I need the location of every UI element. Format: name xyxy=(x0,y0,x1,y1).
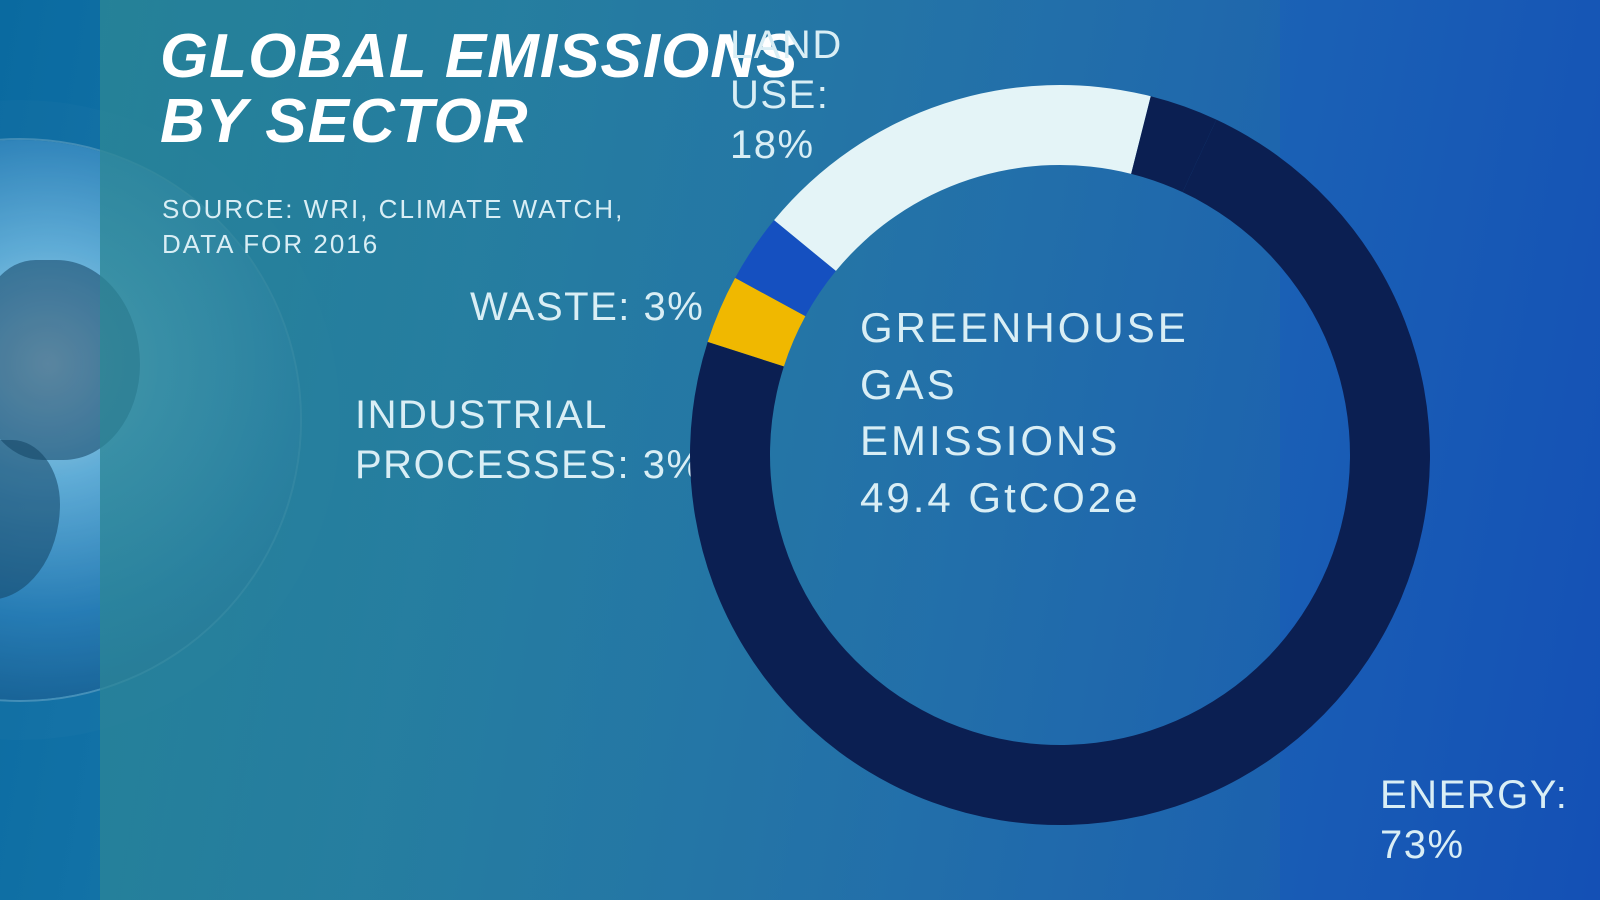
donut-center-text: GREENHOUSE GAS EMISSIONS 49.4 GtCO2e xyxy=(860,300,1189,527)
donut-slice-land_use xyxy=(774,85,1151,271)
label-industrial: INDUSTRIAL PROCESSES: 3% xyxy=(355,390,704,490)
source-attribution: SOURCE: WRI, CLIMATE WATCH, DATA FOR 201… xyxy=(162,192,624,262)
label-waste: WASTE: 3% xyxy=(470,282,704,332)
source-line-2: DATA FOR 2016 xyxy=(162,227,624,262)
title-line-1: GLOBAL EMISSIONS xyxy=(160,24,798,89)
source-line-1: SOURCE: WRI, CLIMATE WATCH, xyxy=(162,192,624,227)
